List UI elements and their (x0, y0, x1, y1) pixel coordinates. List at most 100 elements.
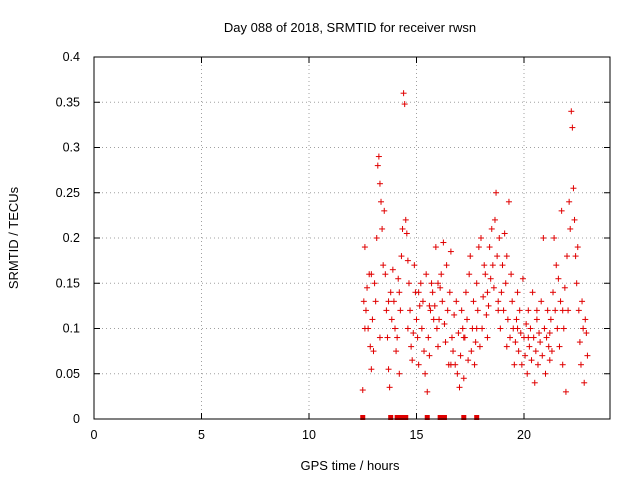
data-point (574, 244, 581, 251)
data-point (405, 280, 412, 287)
data-point (404, 325, 411, 332)
data-point (408, 343, 415, 350)
data-point (376, 334, 383, 341)
data-point (399, 225, 406, 232)
data-point (568, 108, 575, 115)
data-point (432, 244, 439, 251)
data-point (503, 343, 510, 350)
data-point (544, 307, 551, 314)
data-point (383, 307, 390, 314)
zero-value-marker (388, 415, 394, 420)
data-point (448, 334, 455, 341)
data-point (418, 325, 425, 332)
data-point (382, 271, 389, 278)
data-point (582, 316, 589, 323)
data-point (368, 271, 375, 278)
x-tick-labels: 0 5 10 15 20 (91, 428, 531, 442)
data-point (368, 366, 375, 373)
zero-value-marker (394, 415, 400, 420)
data-point (385, 298, 392, 305)
data-point (525, 307, 532, 314)
data-point (529, 289, 536, 296)
data-point (576, 339, 583, 346)
plot-frame (93, 56, 611, 420)
data-point (495, 307, 502, 314)
data-points (359, 90, 591, 420)
data-point (580, 325, 587, 332)
data-point (566, 198, 573, 205)
data-point (371, 280, 378, 287)
data-point (466, 271, 473, 278)
data-point (419, 298, 426, 305)
data-point (441, 320, 448, 327)
data-point (555, 275, 562, 282)
data-point (500, 307, 507, 314)
data-point (533, 307, 540, 314)
data-point (467, 253, 474, 260)
data-point (508, 271, 515, 278)
data-point (503, 253, 510, 260)
data-point (443, 262, 450, 269)
data-point (519, 275, 526, 282)
zero-value-marker (441, 415, 447, 420)
data-point (381, 207, 388, 214)
data-point (400, 90, 407, 97)
data-point (364, 284, 371, 291)
data-point (390, 298, 397, 305)
zero-value-marker (461, 415, 467, 420)
data-point (447, 248, 454, 255)
data-point (479, 325, 486, 332)
data-point (502, 280, 509, 287)
data-point (570, 185, 577, 192)
data-point (491, 216, 498, 223)
y-tick-label: 0.2 (63, 231, 80, 245)
data-point (514, 289, 521, 296)
data-point (511, 361, 518, 368)
data-point (474, 307, 481, 314)
data-point (516, 307, 523, 314)
data-point (564, 253, 570, 260)
data-point (362, 307, 369, 314)
data-point (431, 302, 438, 309)
data-point (572, 253, 579, 260)
data-point (372, 298, 379, 305)
data-point (565, 307, 572, 314)
data-point (533, 316, 540, 323)
data-point (514, 325, 521, 332)
data-point (425, 334, 432, 341)
data-point (486, 244, 493, 251)
data-point (560, 325, 567, 332)
data-point (487, 275, 494, 282)
data-point (456, 384, 463, 391)
data-point (498, 289, 505, 296)
data-point (433, 325, 440, 332)
data-point (417, 280, 424, 287)
data-point (439, 298, 446, 305)
x-axis-label: GPS time / hours (301, 458, 400, 473)
data-point (584, 352, 591, 359)
zero-value-marker (474, 415, 480, 420)
data-point (444, 307, 451, 314)
data-point (446, 289, 453, 296)
data-point (547, 316, 554, 323)
data-point (426, 352, 433, 359)
data-point (554, 325, 561, 332)
data-point (482, 271, 489, 278)
data-point (460, 375, 467, 382)
data-point (460, 334, 467, 341)
data-point (546, 357, 553, 364)
data-point (359, 387, 366, 394)
data-point (517, 330, 524, 337)
data-point (494, 253, 501, 260)
data-point (422, 370, 429, 377)
axis-ticks (93, 56, 610, 420)
data-point (561, 284, 568, 291)
data-point (567, 225, 574, 232)
data-point (415, 361, 422, 368)
data-point (386, 384, 393, 391)
data-point (505, 198, 512, 205)
data-point (512, 339, 519, 346)
zero-value-marker (360, 415, 366, 420)
data-point (424, 388, 431, 395)
